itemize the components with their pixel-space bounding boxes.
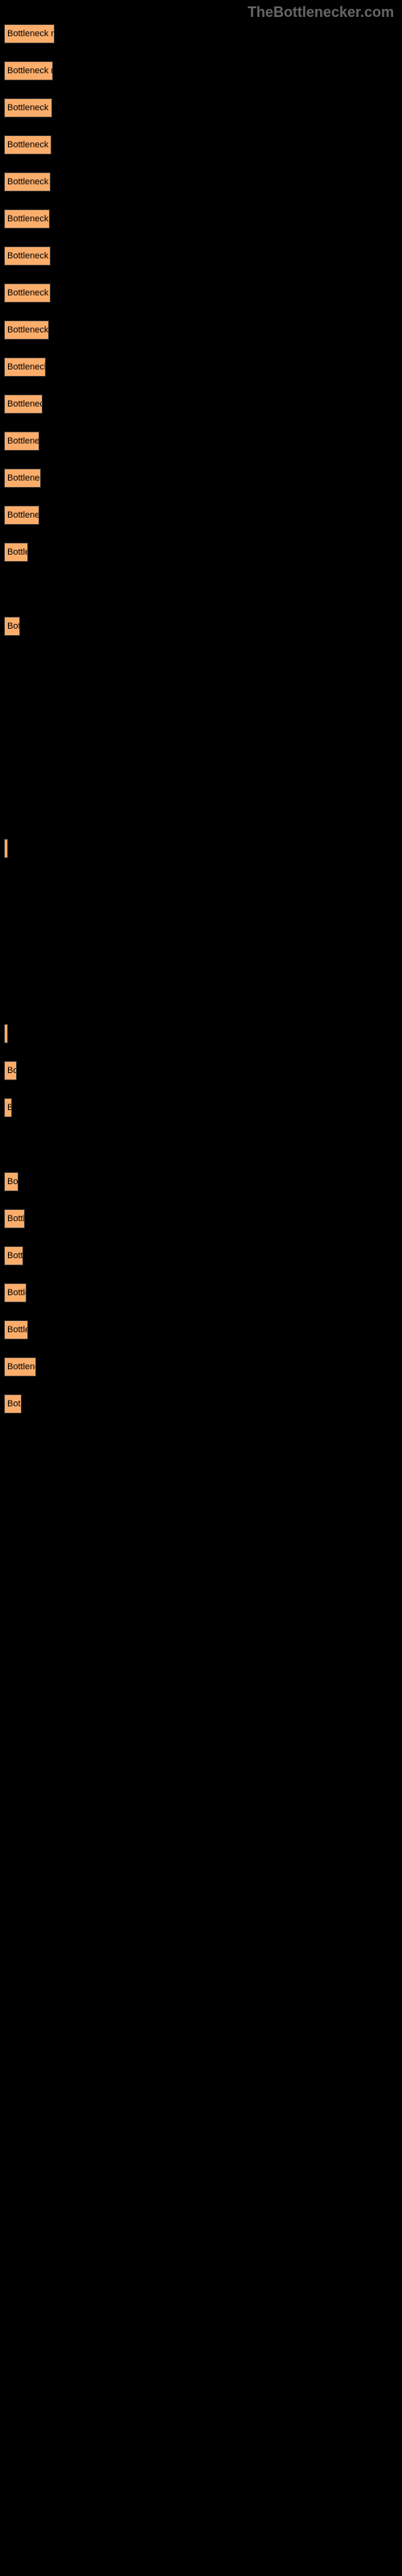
bar-row: Bo	[4, 1172, 402, 1191]
bar-row: Bottleneck	[4, 469, 402, 488]
bar: Bottleneck r	[4, 320, 49, 340]
bar-row: Bottleneck re	[4, 246, 402, 266]
bar: Bottl	[4, 1209, 25, 1228]
bar-row	[4, 654, 402, 673]
bar: Bot	[4, 617, 20, 636]
bar-row	[4, 839, 402, 858]
bar: Bottle	[4, 1283, 27, 1302]
bar	[4, 1024, 8, 1043]
bar: Bottleneck re	[4, 135, 51, 155]
bar: Bottleneck res	[4, 24, 55, 43]
bar-row: Bottleneck re	[4, 172, 402, 192]
bar-row: Bottl	[4, 1209, 402, 1228]
watermark: TheBottlenecker.com	[248, 4, 394, 21]
bar: Bottleneck	[4, 394, 43, 414]
bar: Bottleneck	[4, 357, 46, 377]
bar-row: Bottlenec	[4, 431, 402, 451]
bar-row	[4, 691, 402, 710]
bar-row: Bottleneck re	[4, 283, 402, 303]
bar: Bot	[4, 1394, 22, 1414]
bar-row: B	[4, 1098, 402, 1117]
bar-row: Bottleneck r	[4, 209, 402, 229]
bar-row: Bott	[4, 1246, 402, 1265]
bar: Bottlenec	[4, 431, 39, 451]
bar	[4, 839, 8, 858]
bar-row	[4, 1024, 402, 1043]
bar-row	[4, 950, 402, 969]
bar-row: Bo	[4, 1061, 402, 1080]
bar-row	[4, 765, 402, 784]
bar-row: Bottleneck r	[4, 320, 402, 340]
bar-row	[4, 580, 402, 599]
bar-row: Bottle	[4, 543, 402, 562]
bar-row: Bottleneck re	[4, 61, 402, 80]
bar: Bottleneck re	[4, 172, 51, 192]
bar-row: Bottle	[4, 1283, 402, 1302]
bar: Bottleneck re	[4, 283, 51, 303]
bar-row: Bottlenec	[4, 506, 402, 525]
bar: Bottleneck re	[4, 98, 52, 118]
bar: Bottleneck	[4, 469, 41, 488]
bar-row	[4, 1135, 402, 1154]
bar: Bottle	[4, 1320, 28, 1340]
bar-row: Bottleneck res	[4, 24, 402, 43]
bar-row	[4, 802, 402, 821]
bar-row: Bot	[4, 617, 402, 636]
bar: Bottlenec	[4, 506, 39, 525]
bar-row	[4, 987, 402, 1006]
bar: Bottle	[4, 543, 28, 562]
bar-row	[4, 913, 402, 932]
bar: Bottleneck r	[4, 209, 50, 229]
bar: Bo	[4, 1172, 18, 1191]
bar: Bottleneck re	[4, 61, 53, 80]
bar-chart: Bottleneck res Bottleneck re Bottleneck re…	[0, 0, 402, 1414]
bar-row: Bottleneck re	[4, 98, 402, 118]
bar: Bottlene	[4, 1357, 36, 1377]
bar-row: Bottle	[4, 1320, 402, 1340]
bar-row: Bottleneck	[4, 357, 402, 377]
bar-row: Bot	[4, 1394, 402, 1414]
bar: B	[4, 1098, 12, 1117]
bar-row	[4, 876, 402, 895]
bar: Bott	[4, 1246, 23, 1265]
bar-row: Bottleneck re	[4, 135, 402, 155]
bar: Bottleneck re	[4, 246, 51, 266]
bar-row	[4, 728, 402, 747]
bar: Bo	[4, 1061, 17, 1080]
bar-row: Bottlene	[4, 1357, 402, 1377]
bar-row: Bottleneck	[4, 394, 402, 414]
